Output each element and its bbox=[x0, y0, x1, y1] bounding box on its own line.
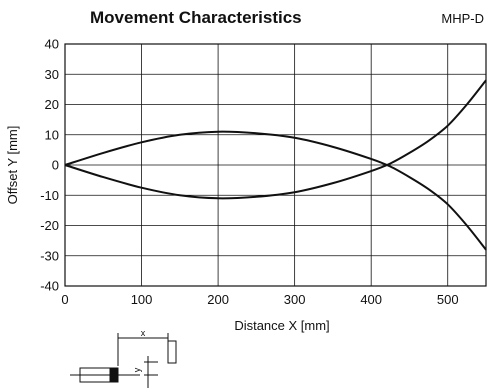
chart-title: Movement Characteristics bbox=[90, 8, 302, 27]
product-code: MHP-D bbox=[441, 11, 484, 26]
y-tick-label-0: 40 bbox=[45, 37, 59, 52]
y-tick-label-2: 20 bbox=[45, 97, 59, 112]
y-tick-labels: 40 30 20 10 0 -10 -20 -30 -40 bbox=[40, 37, 59, 294]
series-line-1 bbox=[64, 79, 487, 200]
y-dim-label: y bbox=[132, 367, 142, 372]
grid bbox=[64, 43, 486, 287]
x-tick-label-4: 400 bbox=[360, 292, 382, 307]
y-tick-label-7: -30 bbox=[40, 248, 59, 263]
movement-diagram bbox=[70, 333, 177, 388]
x-axis-label: Distance X [mm] bbox=[234, 318, 329, 333]
x-tick-labels: 0 100 200 300 400 500 bbox=[61, 292, 458, 307]
x-dim-label: x bbox=[141, 328, 146, 338]
y-tick-label-1: 30 bbox=[45, 67, 59, 82]
x-tick-label-2: 200 bbox=[207, 292, 229, 307]
x-tick-label-0: 0 bbox=[61, 292, 68, 307]
target-block bbox=[167, 340, 177, 364]
cylinder-head bbox=[109, 367, 119, 383]
y-tick-label-6: -20 bbox=[40, 218, 59, 233]
y-tick-label-4: 0 bbox=[52, 158, 59, 173]
series-lines bbox=[64, 79, 487, 251]
x-tick-label-1: 100 bbox=[131, 292, 153, 307]
series-line-0 bbox=[64, 130, 487, 251]
y-tick-label-5: -10 bbox=[40, 188, 59, 203]
y-tick-label-8: -40 bbox=[40, 279, 59, 294]
y-axis-label: Offset Y [mm] bbox=[5, 126, 20, 205]
x-tick-label-3: 300 bbox=[284, 292, 306, 307]
y-tick-label-3: 10 bbox=[45, 127, 59, 142]
x-tick-label-5: 500 bbox=[437, 292, 459, 307]
